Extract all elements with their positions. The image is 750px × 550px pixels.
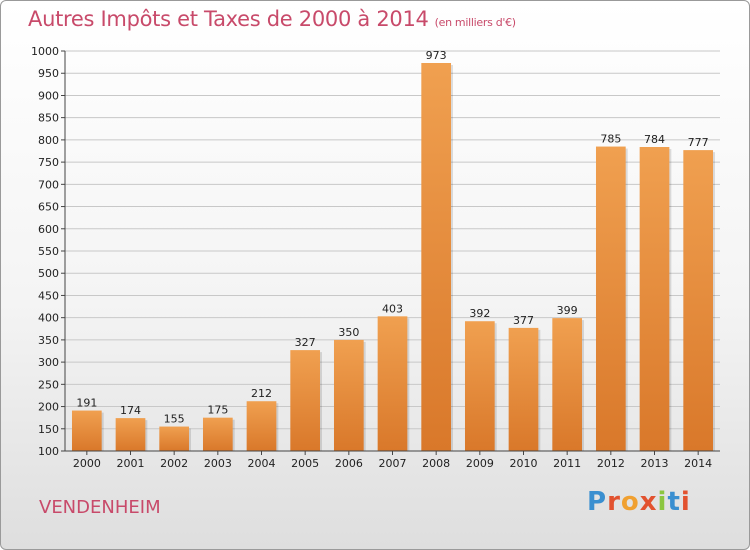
bar-value-label: 399: [557, 304, 578, 317]
bars: 191 174 155 175 212 327 350 403 973 392 377 399 785 7…: [71, 49, 716, 452]
bar: [333, 339, 364, 451]
y-tick-label: 900: [38, 89, 59, 102]
logo-letter: i: [680, 487, 691, 517]
y-tick-label: 400: [38, 312, 59, 325]
bar-value-label: 777: [688, 136, 709, 149]
bar-value-label: 174: [120, 404, 141, 417]
bar: [683, 150, 714, 451]
bar-value-label: 155: [164, 413, 185, 426]
x-tick-label: 2006: [335, 457, 363, 470]
bar-value-label: 327: [295, 336, 316, 349]
x-tick-label: 2001: [117, 457, 145, 470]
x-tick-label: 2011: [553, 457, 581, 470]
x-tick-label: 2014: [684, 457, 712, 470]
bar: [421, 63, 452, 451]
bar-value-label: 784: [644, 133, 665, 146]
x-axis: 2000 2001 2002 2003 2004 2005 2006 2007 2008 2009…: [65, 450, 720, 470]
x-tick-label: 2012: [597, 457, 625, 470]
y-tick-label: 800: [38, 134, 59, 147]
bar-value-label: 392: [469, 307, 490, 320]
x-tick-label: 2009: [466, 457, 494, 470]
y-tick-label: 450: [38, 289, 59, 302]
y-tick-label: 200: [38, 401, 59, 414]
y-tick-label: 950: [38, 67, 59, 80]
proxiti-logo: Proxiti: [587, 487, 691, 517]
y-tick-label: 250: [38, 378, 59, 391]
bar-value-label: 175: [207, 404, 228, 417]
bar-value-label: 377: [513, 314, 534, 327]
place-name: VENDENHEIM: [39, 497, 161, 518]
y-tick-label: 550: [38, 245, 59, 258]
x-tick-label: 2005: [291, 457, 319, 470]
bar: [115, 418, 146, 451]
x-tick-label: 2003: [204, 457, 232, 470]
bar-value-label: 973: [426, 49, 447, 62]
y-tick-label: 750: [38, 156, 59, 169]
logo-letter: r: [607, 487, 621, 517]
y-tick-label: 300: [38, 356, 59, 369]
bar: [508, 327, 539, 451]
y-tick-label: 500: [38, 267, 59, 280]
y-tick-label: 650: [38, 201, 59, 214]
x-tick-label: 2002: [160, 457, 188, 470]
y-tick-label: 350: [38, 334, 59, 347]
bar-value-label: 403: [382, 302, 403, 315]
bar-value-label: 212: [251, 387, 272, 400]
y-tick-label: 150: [38, 423, 59, 436]
bar: [377, 316, 408, 451]
bar: [595, 146, 626, 452]
bar: [552, 318, 583, 451]
x-tick-label: 2000: [73, 457, 101, 470]
logo-letter: x: [639, 487, 658, 517]
logo-letter: o: [620, 487, 640, 517]
x-tick-label: 2004: [248, 457, 276, 470]
x-tick-label: 2010: [510, 457, 538, 470]
x-tick-label: 2007: [379, 457, 407, 470]
y-axis: 100 150 200 250 300 350 400 450 500 550 600 650 700 7…: [31, 45, 66, 458]
bar: [246, 401, 277, 451]
bar-value-label: 350: [338, 326, 359, 339]
chart-subtitle: (en milliers d'€): [434, 16, 516, 29]
y-tick-label: 600: [38, 223, 59, 236]
logo-letter: P: [587, 487, 608, 517]
bar-value-label: 191: [76, 397, 97, 410]
logo-letter: i: [657, 487, 668, 517]
y-tick-label: 100: [38, 445, 59, 458]
bar: [159, 426, 190, 451]
bar: [464, 321, 495, 451]
x-tick-label: 2013: [641, 457, 669, 470]
y-tick-label: 700: [38, 178, 59, 191]
bar: [639, 147, 670, 451]
bar-value-label: 785: [600, 133, 621, 146]
chart-title: Autres Impôts et Taxes de 2000 à 2014 (en…: [28, 7, 516, 31]
x-tick-label: 2008: [422, 457, 450, 470]
bar: [202, 417, 233, 451]
y-tick-label: 1000: [31, 45, 59, 58]
bar: [71, 410, 102, 451]
bar: [290, 350, 321, 451]
logo-letter: t: [667, 487, 681, 517]
y-tick-label: 850: [38, 112, 59, 125]
